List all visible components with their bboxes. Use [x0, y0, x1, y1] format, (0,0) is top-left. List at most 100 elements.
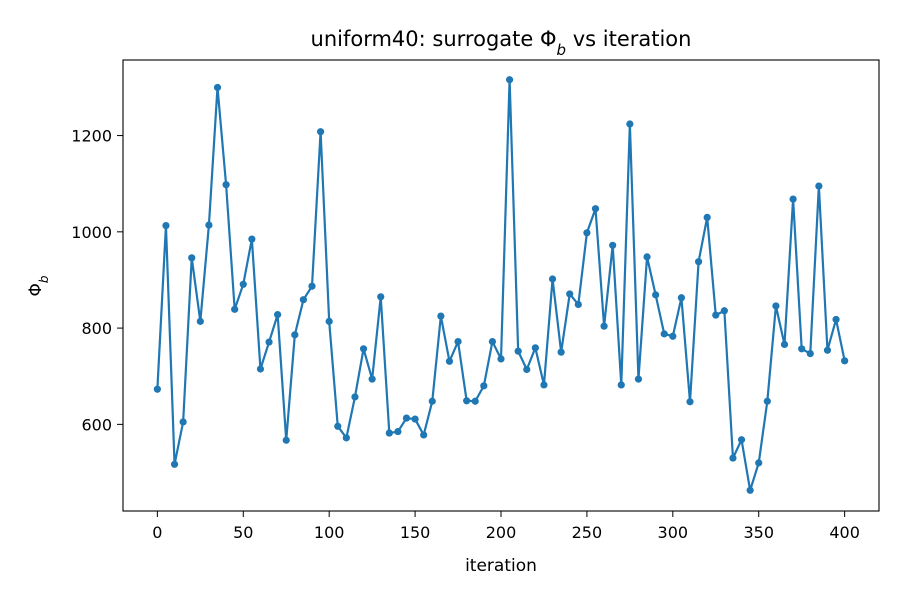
data-point	[746, 486, 754, 494]
data-point	[609, 241, 617, 249]
data-point	[841, 357, 849, 365]
data-point	[282, 436, 290, 444]
data-point	[480, 382, 488, 390]
x-tick-label: 400	[829, 523, 860, 542]
data-point	[566, 290, 574, 298]
data-point	[755, 459, 763, 467]
data-point	[798, 345, 806, 353]
data-point	[420, 431, 428, 439]
data-point	[411, 415, 419, 423]
data-point	[703, 213, 711, 221]
data-point	[248, 235, 256, 243]
data-point	[591, 205, 600, 213]
data-point	[265, 338, 273, 346]
data-point	[368, 375, 376, 383]
data-point	[170, 460, 179, 468]
data-point	[231, 305, 239, 313]
data-point	[626, 120, 634, 128]
x-axis-ticks: 0 50 100 150 200 250 300 350 400	[152, 511, 860, 542]
data-point	[334, 422, 342, 430]
data-point	[239, 280, 247, 288]
y-tick-label: 1200	[71, 127, 112, 146]
data-point	[385, 429, 393, 437]
data-point	[600, 322, 608, 330]
data-point	[471, 397, 479, 405]
data-point	[660, 330, 668, 338]
y-axis-label: Φb	[26, 275, 51, 296]
data-point	[394, 427, 402, 436]
data-point	[694, 258, 703, 266]
chart-title-subscript: b	[557, 41, 567, 59]
data-point	[557, 348, 565, 356]
data-point	[789, 195, 797, 203]
data-point	[497, 355, 505, 363]
data-point	[153, 385, 161, 393]
data-point	[377, 293, 385, 301]
data-point	[583, 229, 591, 237]
x-tick-label: 50	[233, 523, 253, 542]
y-axis-ticks: 600 800 1000 1200	[71, 127, 123, 434]
y-tick-label: 1000	[71, 223, 112, 242]
x-tick-label: 350	[743, 523, 774, 542]
data-point	[669, 332, 677, 340]
data-point	[574, 300, 582, 309]
data-point	[643, 253, 651, 261]
data-point	[505, 76, 514, 84]
data-point	[162, 221, 170, 230]
data-point	[729, 454, 737, 462]
y-axis-label-subscript: b	[37, 275, 51, 283]
data-point	[256, 365, 265, 373]
x-tick-label: 200	[486, 523, 517, 542]
data-point	[652, 291, 660, 299]
data-point	[316, 128, 325, 136]
data-point	[274, 311, 282, 319]
data-point	[351, 393, 359, 401]
data-point	[179, 418, 187, 426]
x-axis-label: iteration	[465, 556, 537, 576]
data-point	[677, 294, 686, 302]
data-point	[763, 397, 771, 405]
data-point	[548, 275, 557, 283]
data-point	[308, 282, 316, 290]
data-point	[445, 357, 454, 365]
data-point	[188, 254, 196, 262]
data-point	[291, 331, 299, 339]
data-point	[832, 315, 840, 324]
data-point	[531, 344, 539, 352]
data-point	[437, 312, 445, 320]
data-point	[454, 337, 462, 346]
data-point	[540, 381, 548, 389]
x-tick-label: 150	[400, 523, 431, 542]
series-points	[153, 76, 849, 494]
data-point	[712, 311, 720, 319]
plot-area	[123, 60, 879, 511]
data-point	[686, 398, 694, 406]
data-point	[823, 346, 832, 354]
y-tick-label: 800	[81, 319, 112, 338]
data-point	[342, 434, 350, 442]
data-point	[222, 181, 230, 189]
x-tick-label: 250	[572, 523, 603, 542]
x-tick-label: 300	[658, 523, 689, 542]
data-point	[720, 307, 728, 315]
data-point	[402, 414, 411, 422]
data-point	[205, 221, 213, 229]
data-point	[196, 317, 204, 325]
data-point	[428, 397, 436, 405]
plot-frame	[122, 59, 880, 512]
data-point	[299, 296, 308, 304]
data-point	[523, 365, 531, 374]
data-point	[634, 375, 643, 383]
data-point	[815, 182, 823, 190]
data-point	[772, 302, 780, 310]
x-tick-label: 100	[314, 523, 345, 542]
data-point	[359, 345, 368, 353]
data-point	[325, 317, 333, 325]
data-point	[780, 340, 789, 349]
y-tick-label: 600	[81, 415, 112, 434]
data-point	[514, 347, 522, 355]
chart-title: uniform40: surrogate Φb vs iteration	[311, 27, 692, 59]
x-tick-label: 0	[152, 523, 162, 542]
data-point	[463, 397, 471, 405]
